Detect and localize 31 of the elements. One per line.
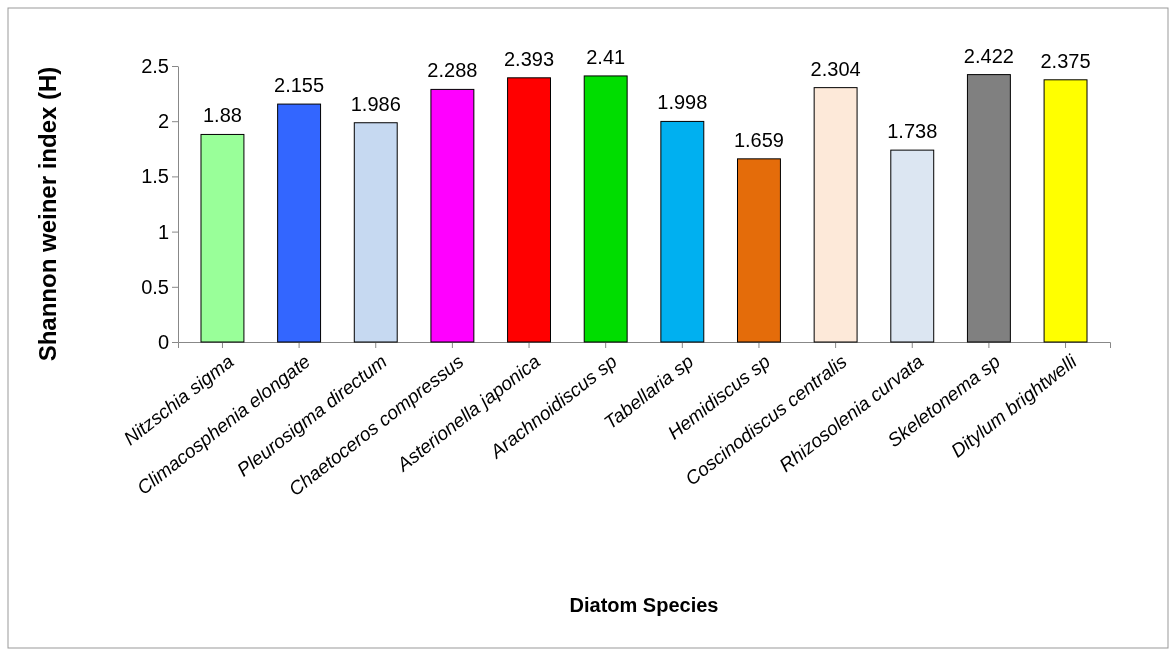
bar	[660, 120, 705, 343]
bar	[890, 149, 935, 343]
data-label: 2.304	[810, 57, 861, 80]
bar	[737, 158, 781, 343]
bar	[353, 122, 398, 343]
bar	[430, 88, 475, 343]
x-axis-title: Diatom Species	[569, 594, 719, 616]
data-label: 2.393	[504, 47, 555, 70]
bar	[813, 87, 858, 343]
y-tick-label: 1	[157, 220, 169, 243]
data-label: 2.41	[586, 45, 626, 68]
data-label: 1.88	[202, 104, 242, 127]
y-tick-label: 2	[157, 110, 169, 133]
y-tick-label: 2.5	[141, 54, 169, 77]
data-label: 2.288	[427, 59, 478, 82]
data-label: 1.659	[733, 128, 784, 151]
data-label: 1.998	[657, 91, 708, 114]
bar	[507, 77, 551, 343]
bar	[200, 133, 245, 343]
y-tick-label: 1.5	[141, 165, 169, 188]
data-label: 2.155	[274, 74, 325, 97]
data-label: 2.375	[1040, 49, 1091, 72]
bar	[277, 103, 322, 343]
y-tick-label: 0	[157, 330, 169, 353]
y-axis-title: Shannon weiner index (H)	[34, 66, 61, 362]
data-label: 1.738	[887, 120, 938, 143]
data-label: 1.986	[350, 92, 401, 115]
data-label: 2.422	[963, 44, 1014, 67]
bar	[583, 75, 628, 343]
y-tick-label: 0.5	[141, 275, 169, 298]
bar	[1043, 79, 1088, 343]
